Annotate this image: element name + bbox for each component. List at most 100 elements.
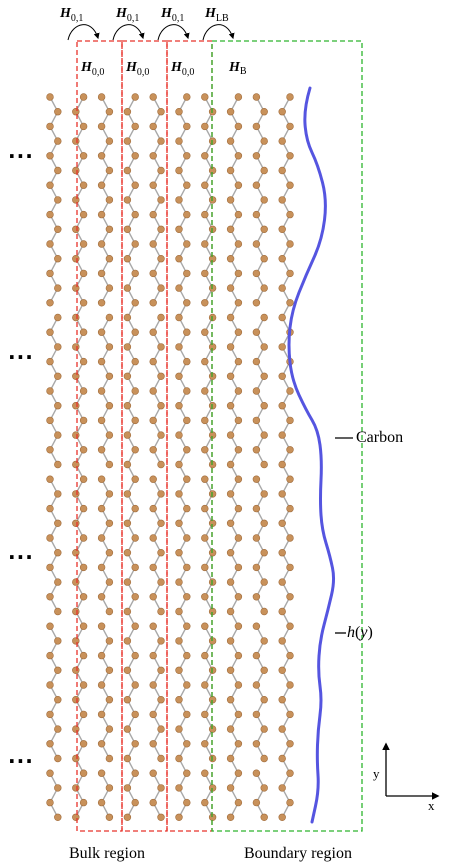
carbon-atom [149,475,157,483]
carbon-atom [79,622,88,630]
carbon-atom [175,548,183,557]
carbon-atom [97,181,106,189]
carbon-atom [46,299,54,307]
carbon-atom [286,534,294,542]
carbon-atom [54,107,62,116]
carbon-atom [183,269,191,278]
carbon-atom [97,357,106,366]
carbon-atom [183,181,191,189]
carbon-atom [123,548,132,557]
carbon-atom [54,519,62,527]
carbon-atom [286,416,294,425]
carbon-atom [260,784,268,792]
carbon-atom [260,519,268,527]
carbon-atom [131,504,139,513]
carbon-atom [131,534,139,542]
x-axis-label: x [428,798,435,813]
carbon-atom [286,593,294,601]
carbon-atom [201,328,209,336]
carbon-atom [131,210,139,219]
carbon-atom [72,578,80,586]
carbon-atom [157,431,165,439]
carbon-atom [278,548,286,557]
carbon-atom [157,225,165,234]
carbon-atom [97,152,106,160]
carbon-atom [72,813,80,821]
carbon-atom [157,255,165,263]
carbon-atom [260,255,268,263]
carbon-atom [260,107,268,116]
carbon-atom [201,240,209,248]
carbon-atom [72,607,80,616]
carbon-atom [260,313,268,322]
carbon-atom [201,299,209,307]
carbon-atom [97,651,106,660]
carbon-atom [131,475,139,483]
carbon-atom [105,519,114,527]
carbon-atom [157,725,165,733]
carbon-atom [157,637,165,645]
carbon-atom [278,196,286,204]
carbon-atom [226,107,235,116]
carbon-atom [260,460,268,469]
carbon-atom [234,710,243,719]
carbon-atom [175,107,183,116]
carbon-atom [46,181,54,189]
carbon-atom [54,695,62,704]
carbon-atom [46,593,54,601]
carbon-atom [175,725,183,733]
carbon-atom [46,769,54,777]
region-boxes [76,40,363,832]
carbon-atom [97,534,106,542]
carbon-atom [260,813,268,821]
carbon-atom [79,240,88,248]
carbon-atom [201,681,209,689]
carbon-atom [252,534,261,542]
carbon-atom [260,402,268,410]
carbon-atom [131,181,139,189]
carbon-atom [201,769,209,777]
carbon-atom [157,166,165,175]
carbon-atom [149,710,157,719]
carbon-atom [131,122,139,131]
hopping-label-3: H0,1 [161,6,185,24]
carbon-atom [286,651,294,660]
hopping-label-2: H0,1 [116,6,140,24]
carbon-atom [286,387,294,395]
carbon-atom [79,210,88,219]
carbon-atom [201,593,209,601]
carbon-atom [79,593,88,601]
carbon-atom [226,166,235,175]
carbon-atom [105,284,114,292]
carbon-atom [260,343,268,351]
carbon-atom [97,563,106,572]
carbon-atom [79,416,88,425]
carbon-atom [97,446,106,454]
carbon-atom [234,504,243,513]
carbon-atom [105,695,114,704]
carbon-atom [149,622,157,630]
carbon-atom [278,402,286,410]
carbon-atom [175,372,183,380]
carbon-atom [252,710,261,719]
carbon-atom [252,240,261,248]
carbon-atom [260,372,268,380]
carbon-atom [226,255,235,263]
carbon-atom [72,548,80,557]
carbon-atom [79,152,88,160]
carbon-atom [201,357,209,366]
carbon-atom [46,416,54,425]
carbon-atom [278,490,286,498]
hopping-arrow-2 [112,24,145,41]
carbon-atom [72,695,80,704]
carbon-atom [201,798,209,807]
carbon-atom [157,578,165,586]
carbon-atom [286,299,294,307]
hopping-label-1: H0,1 [60,6,84,24]
carbon-atom [201,710,209,719]
carbon-atom [97,681,106,689]
carbon-atom [234,328,243,336]
carbon-atom [183,740,191,748]
hopping-arrows [67,24,235,41]
